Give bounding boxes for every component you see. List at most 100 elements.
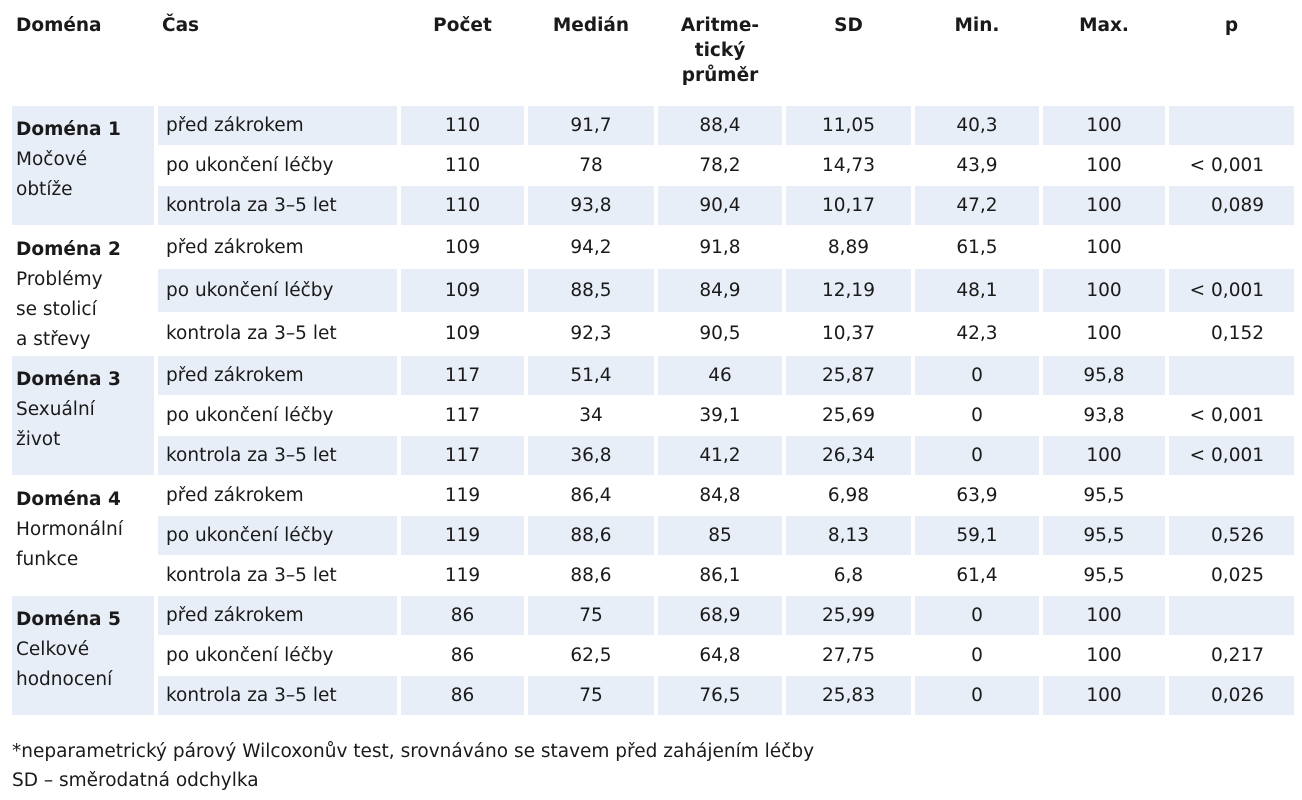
value-cell: 93,8 (1083, 405, 1125, 426)
value-cell: 100 (1086, 323, 1122, 345)
value-cell: 78 (579, 155, 603, 176)
table-row: kontrola za 3–5 let 117 36,8 41,2 26,34 0 100 <… (12, 436, 1294, 475)
value-cell: 76,5 (658, 676, 782, 715)
header-line: SD (834, 15, 863, 36)
value-cell: 88,6 (528, 516, 654, 555)
domain-subtitle: se stolicí (16, 299, 97, 320)
value-cell: 86 (401, 676, 524, 715)
value-cell: 100 (1043, 436, 1165, 475)
value-cell: 110 (401, 106, 524, 145)
value-cell: 100 (1043, 186, 1165, 225)
header-line: p (1224, 15, 1239, 36)
domain-cell: Doména 2 Problémy se stolicí a střevy (12, 226, 154, 355)
table-row: Doména 5 Celkové hodnocení před zákrokem 86 7… (12, 596, 1294, 715)
value-cell: 11,05 (786, 106, 911, 145)
footnote: SD – směrodatná odchylka (12, 770, 259, 791)
value-cell: 0 (915, 436, 1039, 475)
value-cell: 0,152 (1211, 323, 1264, 345)
value-cell: 12,19 (786, 269, 911, 312)
table-row: kontrola za 3–5 let 110 93,8 90,4 10,17 47,2 1… (12, 186, 1294, 225)
table-row: Doména 1 Močové obtíže před zákrokem 110 91,7… (12, 106, 1294, 225)
value-cell: 25,99 (786, 596, 911, 635)
value-cell: 84,8 (699, 485, 741, 506)
value-cell: 110 (401, 186, 524, 225)
table-row: po ukončení léčby 109 88,5 84,9 12,19 48,1 100… (12, 269, 1294, 312)
value-cell: 90,4 (658, 186, 782, 225)
domain-cell: Doména 1 Močové obtíže (12, 106, 154, 225)
table-row: Doména 2 Problémy se stolicí a střevy před z… (12, 226, 1294, 350)
value-cell: < 0,001 (1169, 269, 1294, 312)
time-cell: kontrola za 3–5 let (158, 186, 397, 225)
header-line: Min. (954, 15, 1000, 36)
value-cell: 91,7 (528, 106, 654, 145)
value-cell: 117 (401, 436, 524, 475)
time-cell: před zákrokem (166, 236, 304, 258)
value-cell: 110 (444, 155, 481, 176)
value-cell: 91,8 (699, 236, 741, 258)
value-cell: 100 (1086, 236, 1122, 258)
value-cell: 117 (401, 356, 524, 395)
value-cell: < 0,001 (1189, 405, 1264, 426)
value-cell: 48,1 (915, 269, 1039, 312)
header-line: Medián (552, 15, 630, 36)
value-cell: 0,026 (1169, 676, 1294, 715)
value-cell: 0 (915, 596, 1039, 635)
value-cell: 95,5 (1083, 485, 1125, 506)
header-line: Počet (433, 15, 492, 36)
data-table: Doména Čas Počet Medián Aritme-tický průměr SD… (8, 4, 1298, 716)
value-cell: 62,5 (570, 645, 612, 666)
time-cell: kontrola za 3–5 let (158, 676, 397, 715)
value-cell: 59,1 (915, 516, 1039, 555)
value-cell: 86 (450, 645, 475, 666)
value-cell: 25,87 (786, 356, 911, 395)
time-cell: po ukončení léčby (166, 405, 334, 426)
value-cell: 88,4 (658, 106, 782, 145)
value-cell: 64,8 (699, 645, 741, 666)
value-cell: 86,4 (570, 485, 612, 506)
value-cell: 119 (401, 516, 524, 555)
value-cell: 0 (915, 356, 1039, 395)
domain-cell: Doména 4 Hormonální funkce (12, 476, 154, 595)
value-cell: 92,3 (570, 323, 612, 345)
value-cell: 100 (1043, 269, 1165, 312)
time-cell: před zákrokem (166, 485, 304, 506)
value-cell: 6,98 (827, 485, 870, 506)
value-cell: 75 (528, 596, 654, 635)
value-cell: 93,8 (528, 186, 654, 225)
table-row: kontrola za 3–5 let 109 92,3 90,5 10,37 42,3 1… (12, 313, 1294, 355)
value-cell: 8,89 (827, 236, 870, 258)
value-cell: 63,9 (956, 485, 998, 506)
time-cell: před zákrokem (158, 106, 397, 145)
column-header: Max. (1043, 5, 1165, 105)
value-cell: 0,217 (1211, 645, 1264, 666)
domain-title: Doména 2 (16, 239, 121, 260)
value-cell: 86 (401, 596, 524, 635)
domain-title: Doména 3 (16, 369, 121, 390)
column-header: p (1169, 5, 1294, 105)
time-cell: po ukončení léčby (166, 645, 334, 666)
value-cell: 47,2 (915, 186, 1039, 225)
value-cell: 119 (444, 565, 481, 586)
table-row: kontrola za 3–5 let 119 88,6 86,1 6,8 61,4 95,… (12, 556, 1294, 595)
value-cell: 26,34 (786, 436, 911, 475)
value-cell: 78,2 (699, 155, 741, 176)
domain-subtitle: život (16, 429, 61, 450)
column-header: Čas (158, 5, 397, 105)
value-cell (1169, 226, 1294, 268)
header-line: Aritme- (680, 15, 760, 36)
value-cell: 61,5 (956, 236, 998, 258)
value-cell: 27,75 (822, 645, 875, 666)
value-cell: 84,9 (658, 269, 782, 312)
value-cell: 25,83 (786, 676, 911, 715)
value-cell: 40,3 (915, 106, 1039, 145)
value-cell: 100 (1086, 155, 1122, 176)
value-cell: 34 (579, 405, 603, 426)
value-cell: 100 (1043, 106, 1165, 145)
table-row: kontrola za 3–5 let 86 75 76,5 25,83 0 100 0,02… (12, 676, 1294, 715)
value-cell: 100 (1086, 645, 1122, 666)
value-cell: 61,4 (956, 565, 998, 586)
time-cell: po ukončení léčby (166, 155, 334, 176)
value-cell: 0 (915, 676, 1039, 715)
domain-subtitle: Močové (16, 149, 88, 170)
value-cell: 36,8 (528, 436, 654, 475)
